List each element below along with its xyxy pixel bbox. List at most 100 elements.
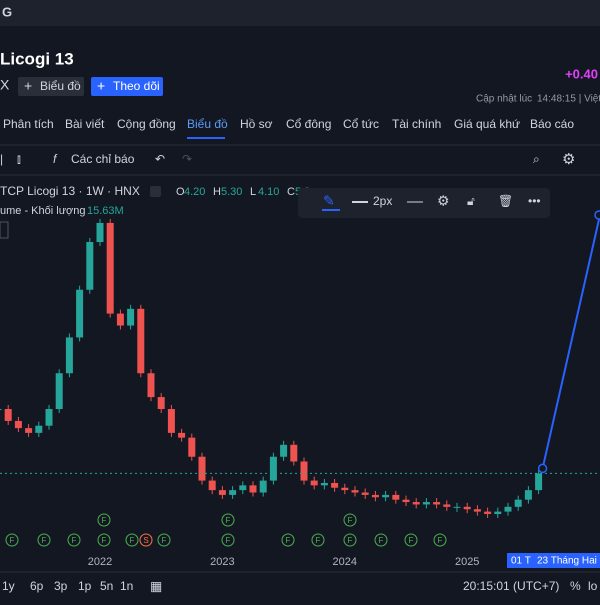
event-marker[interactable] xyxy=(37,533,51,547)
period[interactable]: 6p xyxy=(30,579,44,593)
candle xyxy=(371,494,379,498)
period[interactable]: 1p xyxy=(78,579,92,593)
event-marker[interactable] xyxy=(221,513,235,527)
event-marker[interactable] xyxy=(281,533,295,547)
event-label: F xyxy=(226,536,231,545)
candle xyxy=(484,511,492,514)
tab[interactable]: Tài chính xyxy=(392,117,441,131)
event-label: F xyxy=(348,516,353,525)
event-marker[interactable] xyxy=(343,533,357,547)
event-marker[interactable] xyxy=(139,533,153,547)
indicators[interactable]: Các chỉ báo xyxy=(71,152,135,166)
candle xyxy=(76,289,84,338)
candle xyxy=(229,490,237,495)
candle xyxy=(524,490,532,500)
candle xyxy=(290,444,298,462)
candle xyxy=(239,485,247,491)
candle xyxy=(300,461,308,481)
settings-icon[interactable]: ⚙ xyxy=(562,151,575,168)
candle xyxy=(351,490,359,493)
tab[interactable]: Hồ sơ xyxy=(240,117,273,131)
tab[interactable]: Báo cáo xyxy=(530,117,574,131)
event-marker[interactable] xyxy=(97,533,111,547)
trash[interactable]: 🗑︎ xyxy=(498,194,513,208)
event-marker[interactable] xyxy=(311,533,325,547)
candle xyxy=(198,456,206,481)
candle xyxy=(106,222,114,314)
follow-button-label: Theo dõi xyxy=(113,79,160,93)
tab[interactable]: Biểu đồ xyxy=(187,117,228,131)
event-label: F xyxy=(162,536,167,545)
candle xyxy=(147,373,155,398)
candle xyxy=(86,242,94,290)
candle xyxy=(473,509,481,512)
candle xyxy=(320,482,328,486)
title: Licogi 13 xyxy=(0,49,74,68)
event-marker[interactable] xyxy=(404,533,418,547)
x-tick-label: 2025 xyxy=(455,556,479,568)
gear[interactable]: ⚙ xyxy=(437,193,450,209)
event-marker[interactable] xyxy=(343,513,357,527)
candle xyxy=(494,511,502,514)
event-marker[interactable] xyxy=(374,533,388,547)
chart-button[interactable] xyxy=(18,77,84,96)
period[interactable]: 1y xyxy=(2,579,15,593)
candle xyxy=(116,313,124,326)
event-marker[interactable] xyxy=(67,533,81,547)
candle-icon: ⫾ xyxy=(17,152,21,166)
event-marker[interactable] xyxy=(125,533,139,547)
tab[interactable]: Bài viết xyxy=(65,117,105,131)
lock[interactable]: 🔓︎ xyxy=(467,194,475,208)
crosshair-box xyxy=(507,553,600,568)
candle xyxy=(412,502,420,505)
zoom-icon[interactable]: ⌕ xyxy=(533,152,540,166)
candle xyxy=(422,502,430,505)
period[interactable]: 1n xyxy=(120,579,133,593)
percent[interactable]: % xyxy=(570,579,581,593)
undo[interactable]: ↶ xyxy=(155,152,165,166)
change: +0.40 xyxy=(565,66,598,81)
candle xyxy=(157,397,165,410)
event-marker[interactable] xyxy=(433,533,447,547)
candle xyxy=(535,473,543,491)
event-label: F xyxy=(72,536,77,545)
period[interactable]: 5n xyxy=(100,579,113,593)
candle xyxy=(402,499,410,503)
tabs: Phân tích Bài viết Cộng đồng Biểu đồ Hồ sơ Cổ… xyxy=(3,117,574,139)
pencil[interactable]: ✎ xyxy=(323,193,335,209)
box xyxy=(0,221,9,239)
log[interactable]: lo xyxy=(588,579,598,593)
event-marker[interactable] xyxy=(221,533,235,547)
tab[interactable]: Cổ đông xyxy=(286,117,331,131)
clock: 20:15:01 (UTC+7) xyxy=(463,579,559,593)
footer: 1y 6p 3p 1p 5n 1n ▦ xyxy=(2,578,162,593)
tab[interactable]: Cổ tức xyxy=(343,117,379,131)
logo: G xyxy=(2,4,12,19)
updated-label: Cập nhật lúc xyxy=(476,94,532,105)
candle xyxy=(249,485,257,493)
event-marker[interactable] xyxy=(5,533,19,547)
event-label: F xyxy=(379,536,384,545)
candle xyxy=(25,428,33,433)
candle xyxy=(280,444,288,457)
trend-drawing[interactable] xyxy=(541,214,600,469)
candle xyxy=(361,492,369,495)
tab[interactable]: Cộng đồng xyxy=(117,117,176,131)
crosshair-x: 01 T xyxy=(511,556,531,567)
event-marker[interactable] xyxy=(157,533,171,547)
more[interactable]: ••• xyxy=(528,194,541,208)
period[interactable]: 3p xyxy=(54,579,68,593)
tab[interactable]: Phân tích xyxy=(3,117,54,131)
ohlc-key: C xyxy=(287,186,295,198)
candle xyxy=(55,373,63,410)
crosshair-date: 23 Tháng Hai 2 xyxy=(537,556,600,567)
tab[interactable]: Giá quá khứ xyxy=(454,117,520,131)
calendar-icon[interactable]: ▦ xyxy=(150,578,162,593)
candle xyxy=(382,494,390,498)
collapse[interactable] xyxy=(150,186,161,197)
line-width[interactable]: 2px xyxy=(373,194,392,208)
event-marker[interactable] xyxy=(97,513,111,527)
event-label: F xyxy=(409,536,414,545)
follow-button[interactable] xyxy=(91,77,163,96)
